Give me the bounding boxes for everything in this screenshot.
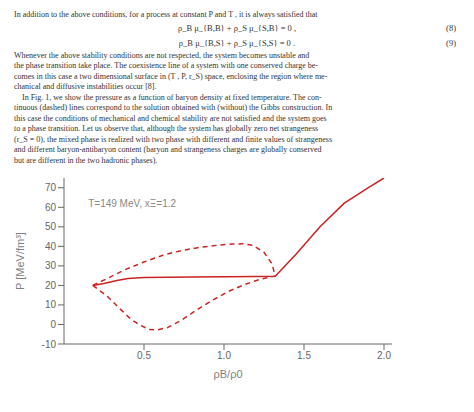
svg-text:T=149 MeV, xΞ=1.2: T=149 MeV, xΞ=1.2: [88, 198, 176, 209]
html-text:ρ_B μ_{B,B} + ρ_S μ_{S,B} = 0: ρ_B μ_{B,B} + ρ_S μ_{S,B} = 0 ,: [177, 22, 297, 33]
svg-text:2.0: 2.0: [377, 350, 391, 361]
svg-text:30: 30: [45, 260, 57, 271]
html-text:(r_S = 0), the mixed phase is: (r_S = 0), the mixed phase is realized w…: [14, 134, 333, 144]
html-text:and different baryon-antibaryo: and different baryon-antibaryon content …: [14, 145, 322, 154]
svg-text:1.0: 1.0: [217, 350, 231, 361]
svg-text:P [MeV/fm³]: P [MeV/fm³]: [14, 232, 26, 290]
svg-text:60: 60: [45, 202, 57, 213]
html-text:tinuous (dashed) lines corresp: tinuous (dashed) lines correspond to the…: [14, 103, 333, 112]
svg-text:-10: -10: [42, 339, 57, 350]
svg-text:20: 20: [45, 280, 57, 291]
html-text:In addition to the above condi: In addition to the above conditions, for…: [14, 10, 318, 19]
svg-text:50: 50: [45, 221, 57, 232]
html-text:but are different in the two h: but are different in the two hadronic ph…: [14, 155, 158, 165]
svg-text:0: 0: [50, 319, 56, 330]
html-text:this case the conditions of me: this case the conditions of mechanical a…: [14, 113, 327, 123]
svg-text:ρB/ρ0: ρB/ρ0: [213, 368, 242, 380]
html-text:In Fig. 1, we show the pressur: In Fig. 1, we show the pressure as a fun…: [14, 92, 322, 102]
html-text:chanical and diffusive instabi: chanical and diffusive instabilities occ…: [14, 82, 157, 91]
html-text:to a phase transition. Let us: to a phase transition. Let us observe th…: [14, 124, 319, 133]
svg-text:40: 40: [45, 241, 57, 252]
html-text:(8): (8): [446, 22, 456, 33]
html-text:the phase transition take plac: the phase transition take place. The coe…: [14, 61, 318, 70]
svg-text:0.5: 0.5: [137, 350, 151, 361]
html-text:(9): (9): [446, 37, 456, 48]
svg-text:1.5: 1.5: [297, 350, 311, 361]
svg-text:10: 10: [45, 299, 57, 310]
html-text:comes in this case a two dimen: comes in this case a two dimensional sur…: [14, 71, 328, 81]
html-text:Whenever the above stability c: Whenever the above stability conditions …: [14, 50, 310, 60]
html-text:ρ_B μ_{B,S} + ρ_S μ_{S,S} = 0: ρ_B μ_{B,S} + ρ_S μ_{S,S} = 0 .: [178, 37, 296, 48]
svg-text:70: 70: [45, 182, 57, 193]
